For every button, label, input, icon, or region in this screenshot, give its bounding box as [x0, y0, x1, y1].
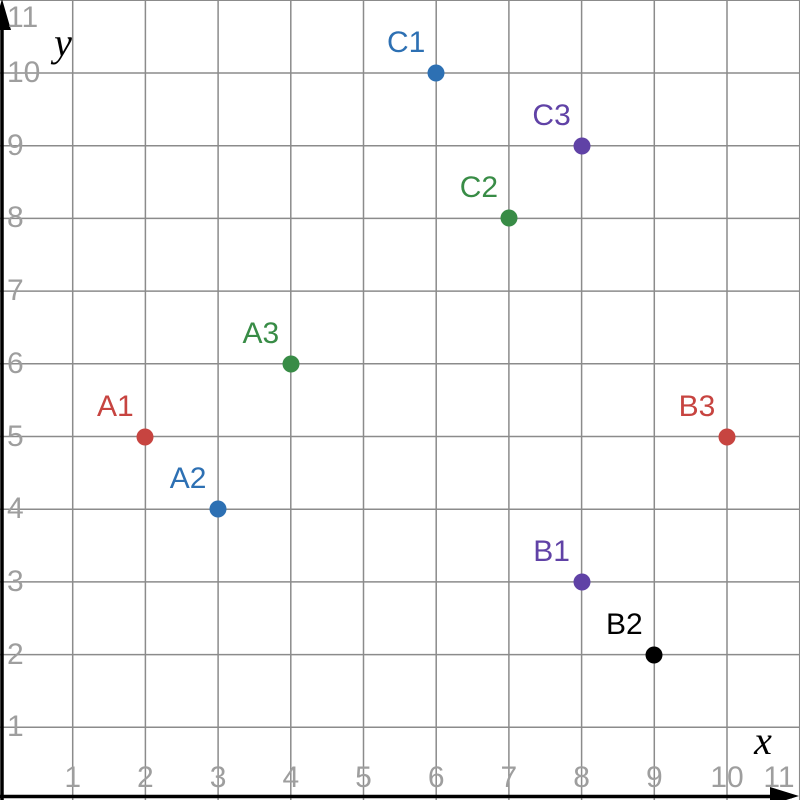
y-tick-9: 9 — [7, 128, 24, 162]
x-tick-1: 1 — [64, 761, 82, 794]
x-tick-3: 3 — [209, 761, 227, 794]
x-tick-9: 9 — [645, 761, 663, 794]
point-label-C3: C3 — [532, 98, 571, 132]
point-C2[interactable] — [500, 209, 518, 227]
x-tick-4: 4 — [282, 761, 300, 794]
y-axis-label: y — [54, 20, 72, 65]
y-tick-10: 10 — [7, 56, 41, 89]
point-label-B3: B3 — [678, 389, 716, 423]
point-A2[interactable] — [209, 500, 227, 518]
x-tick-8: 8 — [573, 761, 590, 794]
x-tick-2: 2 — [137, 761, 154, 794]
x-tick-10: 10 — [710, 761, 744, 794]
y-tick-2: 2 — [7, 637, 24, 671]
y-tick-8: 8 — [7, 201, 24, 235]
point-label-B2: B2 — [605, 607, 643, 641]
x-tick-11: 11 — [763, 761, 795, 794]
point-label-A1: A1 — [97, 389, 134, 423]
point-label-C2: C2 — [459, 171, 499, 205]
x-axis-label: x — [754, 718, 772, 763]
point-A3[interactable] — [282, 355, 300, 373]
y-tick-11: 11 — [7, 1, 39, 34]
y-tick-3: 3 — [7, 564, 24, 598]
x-tick-7: 7 — [500, 761, 518, 794]
point-C1[interactable] — [427, 64, 445, 82]
point-B2[interactable] — [645, 646, 663, 664]
y-tick-7: 7 — [7, 274, 24, 308]
point-label-A3: A3 — [242, 316, 280, 350]
point-label-B1: B1 — [533, 534, 570, 568]
point-C3[interactable] — [573, 137, 591, 155]
point-B3[interactable] — [718, 428, 736, 445]
y-tick-1: 1 — [7, 710, 24, 744]
point-B1[interactable] — [573, 573, 591, 591]
y-tick-5: 5 — [7, 419, 24, 453]
x-tick-5: 5 — [355, 761, 372, 794]
point-label-A2: A2 — [169, 462, 207, 496]
x-tick-6: 6 — [427, 761, 445, 794]
point-A1[interactable] — [136, 428, 154, 445]
point-label-C1: C1 — [387, 26, 426, 59]
y-tick-4: 4 — [7, 492, 24, 526]
y-tick-6: 6 — [7, 346, 24, 380]
